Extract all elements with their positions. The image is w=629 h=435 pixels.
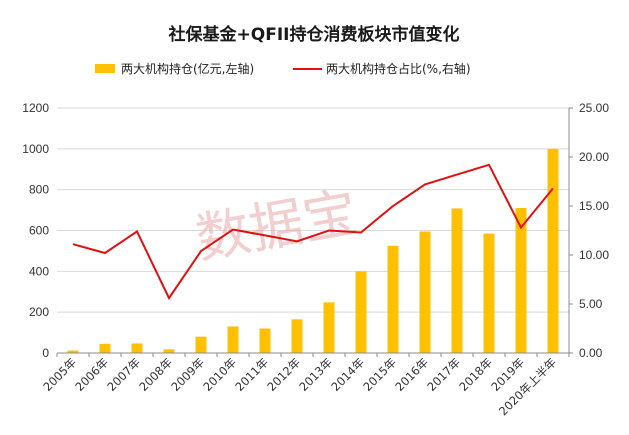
legend-bar-swatch [95,64,115,73]
bar [483,233,495,353]
x-tick-label: 2020年上半年 [496,355,559,418]
watermark: 数据宝 [191,181,361,271]
right-tick-label: 10.00 [579,248,609,262]
x-tick-label: 2010年 [200,355,239,394]
bar [227,326,239,353]
bar [99,343,111,353]
x-tick-label: 2014年 [328,355,367,394]
bar [419,231,431,353]
ratio-line [72,163,554,301]
x-tick-label: 2006年 [72,355,111,394]
x-tick-label: 2017年 [424,355,463,394]
line-series [72,163,554,301]
left-tick-label: 400 [29,264,49,278]
right-tick-label: 25.00 [579,101,609,115]
legend-line-label: 两大机构持仓占比(%,右轴) [326,61,471,76]
x-tick-label: 2016年 [392,355,431,394]
watermark-text: 数据宝 [191,181,361,271]
x-tick-label: 2011年 [232,355,271,394]
x-tick-label: 2012年 [264,355,303,394]
x-tick-label: 2018年 [456,355,495,394]
bar [451,208,463,353]
legend: 两大机构持仓(亿元,左轴) 两大机构持仓占比(%,右轴) [95,61,471,76]
x-tick-label: 2009年 [168,355,207,394]
right-tick-label: 20.00 [579,150,609,164]
bar [195,336,207,353]
bar [163,349,175,353]
right-tick-label: 5.00 [579,297,603,311]
bar [323,302,335,353]
right-tick-label: 15.00 [579,199,609,213]
left-tick-label: 1000 [22,142,49,156]
x-tick-label: 2007年 [104,355,143,394]
x-axis-ticks: 2005年2006年2007年2008年2009年2010年2011年2012年… [40,353,570,418]
left-tick-label: 200 [29,305,49,319]
bar [355,271,367,353]
chart-title: 社保基金+QFII持仓消费板块市值变化 [168,24,460,45]
left-tick-label: 1200 [22,101,49,115]
bar [547,148,559,353]
bar [291,319,303,353]
x-tick-label: 2013年 [296,355,335,394]
left-axis-ticks: 0 200 400 600 800 1000 1200 [22,101,49,360]
left-tick-label: 800 [29,183,49,197]
x-tick-label: 2015年 [360,355,399,394]
bar [67,350,79,353]
x-tick-label: 2008年 [136,355,175,394]
bar [259,328,271,353]
left-tick-label: 0 [42,346,49,360]
gridlines [57,107,569,313]
bar-series [67,148,559,353]
bar [515,208,527,353]
left-tick-label: 600 [29,224,49,238]
legend-bar-label: 两大机构持仓(亿元,左轴) [121,61,254,76]
x-tick-label: 2005年 [40,355,79,394]
bar [387,245,399,353]
right-tick-label: 0.00 [579,346,603,360]
right-axis-ticks: 0.00 5.00 10.00 15.00 20.00 25.00 [569,101,609,360]
bar [131,343,143,353]
